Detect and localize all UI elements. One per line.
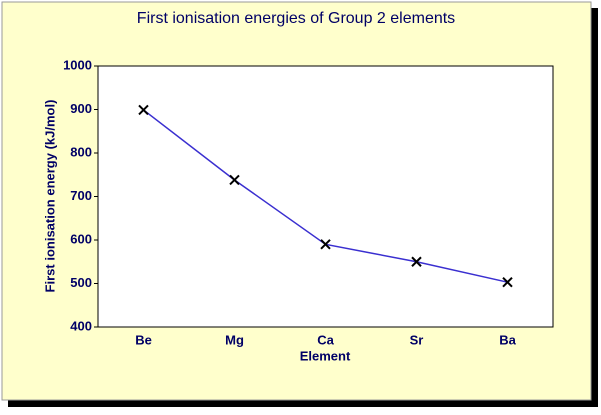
marker xyxy=(502,276,513,288)
x-tick-label: Mg xyxy=(225,332,244,347)
marker xyxy=(138,104,149,116)
plot-area xyxy=(97,65,554,328)
y-tick-label: 700 xyxy=(70,188,92,203)
x-tick-label: Ba xyxy=(499,332,516,347)
y-tick-label: 1000 xyxy=(63,57,92,72)
y-tick-label: 500 xyxy=(70,275,92,290)
marker xyxy=(411,256,422,267)
x-axis-label: Element xyxy=(300,348,351,363)
y-tick-label: 800 xyxy=(70,144,92,159)
marker xyxy=(229,174,240,186)
x-tick-label: Ca xyxy=(317,332,334,347)
marker xyxy=(320,239,331,250)
y-tick-label: 600 xyxy=(70,231,92,246)
y-tick-label: 900 xyxy=(70,101,92,116)
chart-title: First ionisation energies of Group 2 ele… xyxy=(137,10,455,27)
y-axis-label: First ionisation energy (kJ/mol) xyxy=(42,100,57,293)
x-tick-label: Be xyxy=(135,332,152,347)
y-tick-label: 400 xyxy=(70,318,92,333)
x-tick-label: Sr xyxy=(410,332,424,347)
